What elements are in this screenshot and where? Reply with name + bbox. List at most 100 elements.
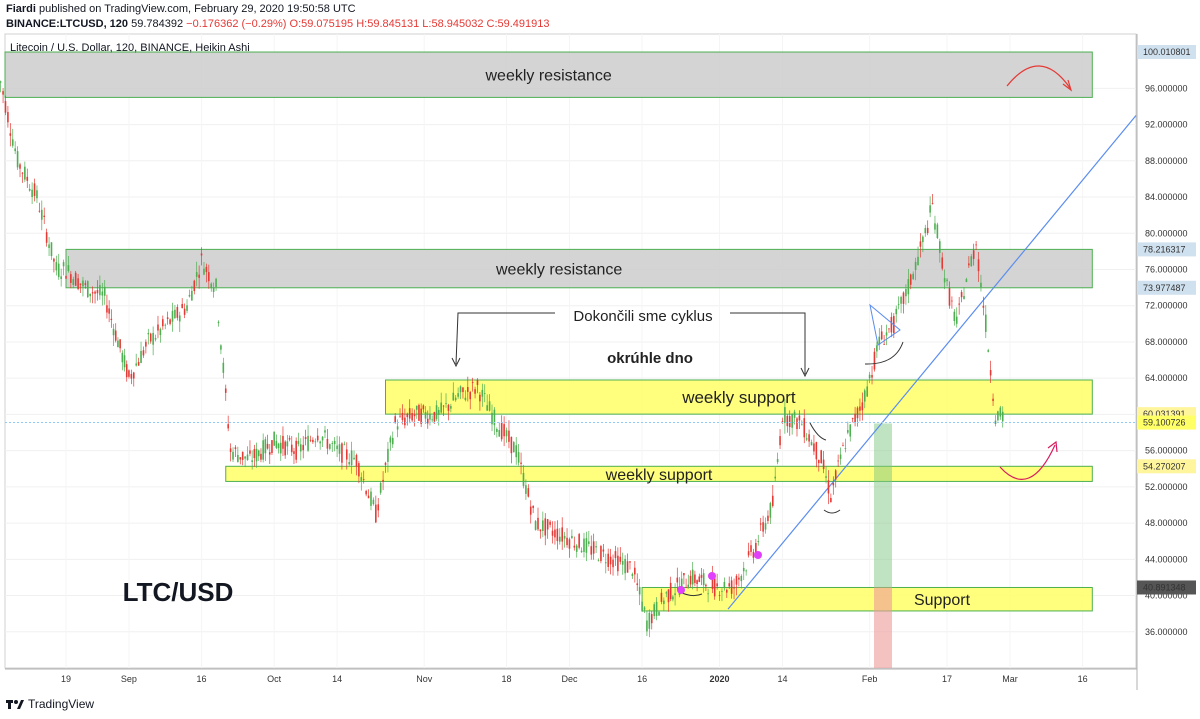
tradingview-brand[interactable]: TradingView	[28, 697, 95, 711]
candle-body	[827, 480, 830, 494]
candle-body	[260, 453, 262, 460]
candle-body	[631, 573, 634, 577]
candle-body	[997, 411, 999, 421]
candle-body	[266, 443, 269, 449]
candle-body	[389, 437, 392, 443]
candle-body	[203, 268, 205, 275]
candle-body	[551, 530, 554, 536]
candle-body	[110, 318, 113, 321]
candle-body	[321, 436, 324, 441]
candle-body	[837, 460, 839, 462]
candle-body	[498, 430, 501, 437]
candle-body	[227, 424, 229, 429]
cycle-bracket-left	[455, 312, 555, 365]
y-tick-label: 72.000000	[1145, 301, 1188, 311]
price-change: −0.176362 (−0.29%)	[186, 18, 287, 30]
y-tick-label: 56.000000	[1145, 446, 1188, 456]
candle-body	[1001, 411, 1004, 422]
candle-body	[217, 321, 220, 324]
candle-body	[842, 445, 844, 447]
candle-body	[40, 209, 43, 220]
price-tag-label: 40.891348	[1143, 582, 1186, 592]
arrowhead	[1062, 79, 1073, 92]
candle-body	[970, 256, 973, 267]
candle-body	[279, 442, 282, 454]
candle-body	[117, 340, 119, 348]
candle-body	[542, 520, 544, 532]
author-name[interactable]: Fiardi	[6, 3, 36, 15]
candle-body	[745, 570, 747, 572]
zone-4	[641, 586, 1093, 612]
candle-body	[467, 387, 469, 392]
candle-body	[442, 405, 445, 407]
candle-body	[440, 402, 442, 413]
candle-body	[738, 577, 740, 580]
candle-body	[900, 296, 902, 304]
candle-body	[435, 405, 438, 419]
candle-body	[275, 441, 278, 448]
candle-body	[246, 454, 249, 460]
candle-body	[86, 281, 89, 298]
candle-body	[454, 397, 457, 401]
candle-body	[426, 418, 429, 424]
candle-body	[683, 573, 685, 576]
candle-body	[672, 596, 674, 600]
arrowhead	[451, 357, 461, 368]
candle-body	[573, 545, 576, 548]
candle-body	[575, 545, 578, 552]
candle-body	[646, 620, 648, 632]
candle-body	[297, 440, 300, 445]
candle-body	[445, 403, 447, 405]
candle-body	[854, 413, 856, 423]
candle-body	[505, 430, 508, 437]
candle-body	[537, 517, 539, 530]
candle-body	[159, 328, 162, 336]
candle-body	[424, 412, 427, 419]
candle-body	[558, 536, 561, 542]
candle-body	[391, 437, 394, 445]
candle-body	[486, 405, 488, 411]
candle-body	[295, 440, 297, 460]
candle-body	[277, 443, 280, 449]
candle-body	[302, 444, 305, 451]
candle-body	[658, 611, 660, 616]
candle-body	[578, 534, 580, 548]
candle-body	[121, 352, 124, 363]
candle-body	[70, 274, 72, 283]
reversal-arrow	[1006, 65, 1071, 89]
candle-body	[350, 450, 353, 466]
x-tick-label: 14	[777, 674, 787, 684]
ohlc-line: BINANCE:LTCUSD, 120 59.784392 −0.176362 …	[6, 18, 550, 30]
candle-body	[119, 339, 121, 349]
candle-body	[77, 278, 79, 290]
x-tick-label: Nov	[416, 674, 433, 684]
candle-body	[326, 438, 329, 449]
candle-body	[145, 341, 147, 347]
candle-body	[532, 505, 534, 509]
candle-body	[805, 438, 808, 440]
candle-body	[166, 317, 169, 319]
candle-body	[420, 408, 422, 424]
candle-body	[650, 614, 653, 624]
candle-body	[483, 393, 486, 394]
candle-body	[286, 441, 289, 447]
candle-body	[989, 370, 992, 376]
candle-body	[452, 392, 455, 401]
candle-body	[689, 575, 692, 585]
candle-body	[939, 241, 941, 253]
candle-body	[702, 573, 705, 586]
candle-body	[79, 283, 82, 285]
candle-body	[459, 386, 462, 393]
candle-body	[215, 278, 217, 288]
zone-label: weekly support	[681, 388, 796, 407]
price-tag	[1137, 280, 1196, 295]
arrowhead	[800, 367, 810, 378]
candle-body	[740, 575, 743, 582]
candle-body	[808, 434, 810, 442]
candle-body	[595, 546, 597, 548]
candle-body	[972, 250, 975, 259]
candle-body	[474, 389, 476, 394]
candle-body	[924, 228, 927, 234]
candle-body	[774, 476, 777, 479]
